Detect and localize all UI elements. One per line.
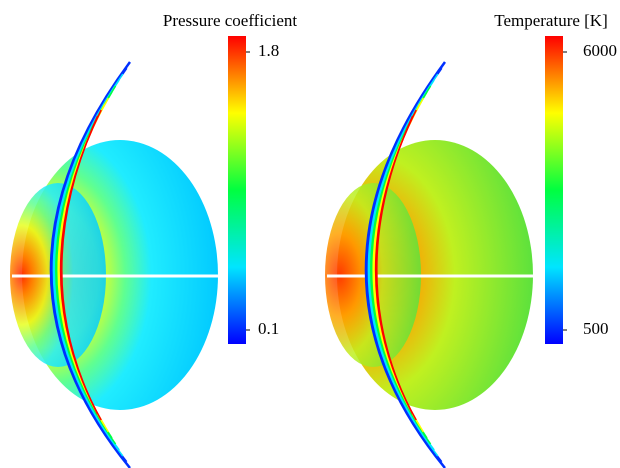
colorbar-tick-label: 1.8 [258,41,279,60]
colorbar [228,36,246,344]
pressure-panel [10,62,218,468]
figure: Pressure coefficient 0.1 1.8 Temperature [K… [0,0,620,468]
colorbar-tick-label: 6000 [583,41,617,60]
colorbar-title: Temperature [K] [494,11,608,30]
temperature-panel [325,62,533,468]
colorbar-tick-label: 500 [583,319,609,338]
colorbar [545,36,563,344]
colorbar-tick-label: 0.1 [258,319,279,338]
colorbar-title: Pressure coefficient [163,11,297,30]
